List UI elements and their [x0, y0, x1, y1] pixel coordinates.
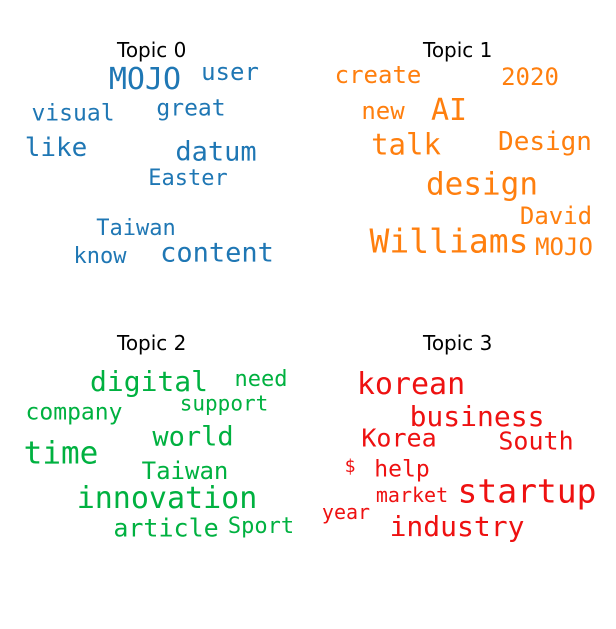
- topic-2-word: world: [152, 421, 234, 453]
- topic-1-word: Design: [498, 127, 592, 157]
- topic-3-word: startup: [457, 471, 597, 511]
- topic-2-title: Topic 2: [117, 331, 187, 355]
- topic-3-title: Topic 3: [423, 331, 493, 355]
- topic-1-title: Topic 1: [423, 38, 493, 62]
- topic-2-word: company: [25, 399, 123, 426]
- topic-0-word: datum: [175, 136, 257, 168]
- topic-0-word: visual: [31, 100, 115, 127]
- topic-0-word: know: [73, 244, 127, 269]
- topic-0-word: like: [24, 133, 88, 163]
- topic-0-word: MOJO: [108, 62, 182, 97]
- topic-2-word: support: [179, 391, 269, 416]
- topic-0-word: Easter: [148, 166, 228, 191]
- topic-2-word: innovation: [76, 481, 258, 516]
- topic-1-word: design: [426, 166, 538, 203]
- topic-0-word: user: [201, 58, 259, 86]
- topic-3-word: market: [375, 483, 449, 507]
- topic-1-word: MOJO: [535, 233, 593, 261]
- topic-3-word: business: [409, 400, 545, 433]
- topic-1-word: 2020: [501, 63, 559, 91]
- topic-0-word: great: [156, 95, 226, 122]
- topic-3-word: Korea: [361, 423, 437, 453]
- topic-1-word: new: [361, 97, 405, 125]
- topic-2-word: Sport: [227, 514, 295, 539]
- topic-1-word: David: [519, 202, 593, 230]
- topic-3-word: industry: [389, 510, 525, 543]
- topic-1-word: Williams: [369, 221, 529, 261]
- topic-3-word: $: [344, 456, 356, 477]
- topic-3-word: South: [498, 426, 574, 456]
- topic-0-word: content: [160, 237, 274, 269]
- topic-0-title: Topic 0: [117, 38, 187, 62]
- topic-2-word: time: [23, 435, 99, 472]
- topic-1-word: talk: [371, 127, 441, 162]
- topic-3-word: help: [374, 456, 430, 483]
- topic-0-word: Taiwan: [96, 216, 176, 241]
- topic-2-word: need: [234, 367, 288, 392]
- topic-3-word: korean: [356, 367, 466, 402]
- topic-1-word: AI: [430, 93, 468, 128]
- topic-2-word: article: [113, 513, 219, 543]
- topic-1-word: create: [334, 61, 422, 89]
- topic-2-word: Taiwan: [141, 457, 229, 485]
- topic-3-word: year: [321, 500, 371, 524]
- topic-2-word: digital: [89, 365, 209, 398]
